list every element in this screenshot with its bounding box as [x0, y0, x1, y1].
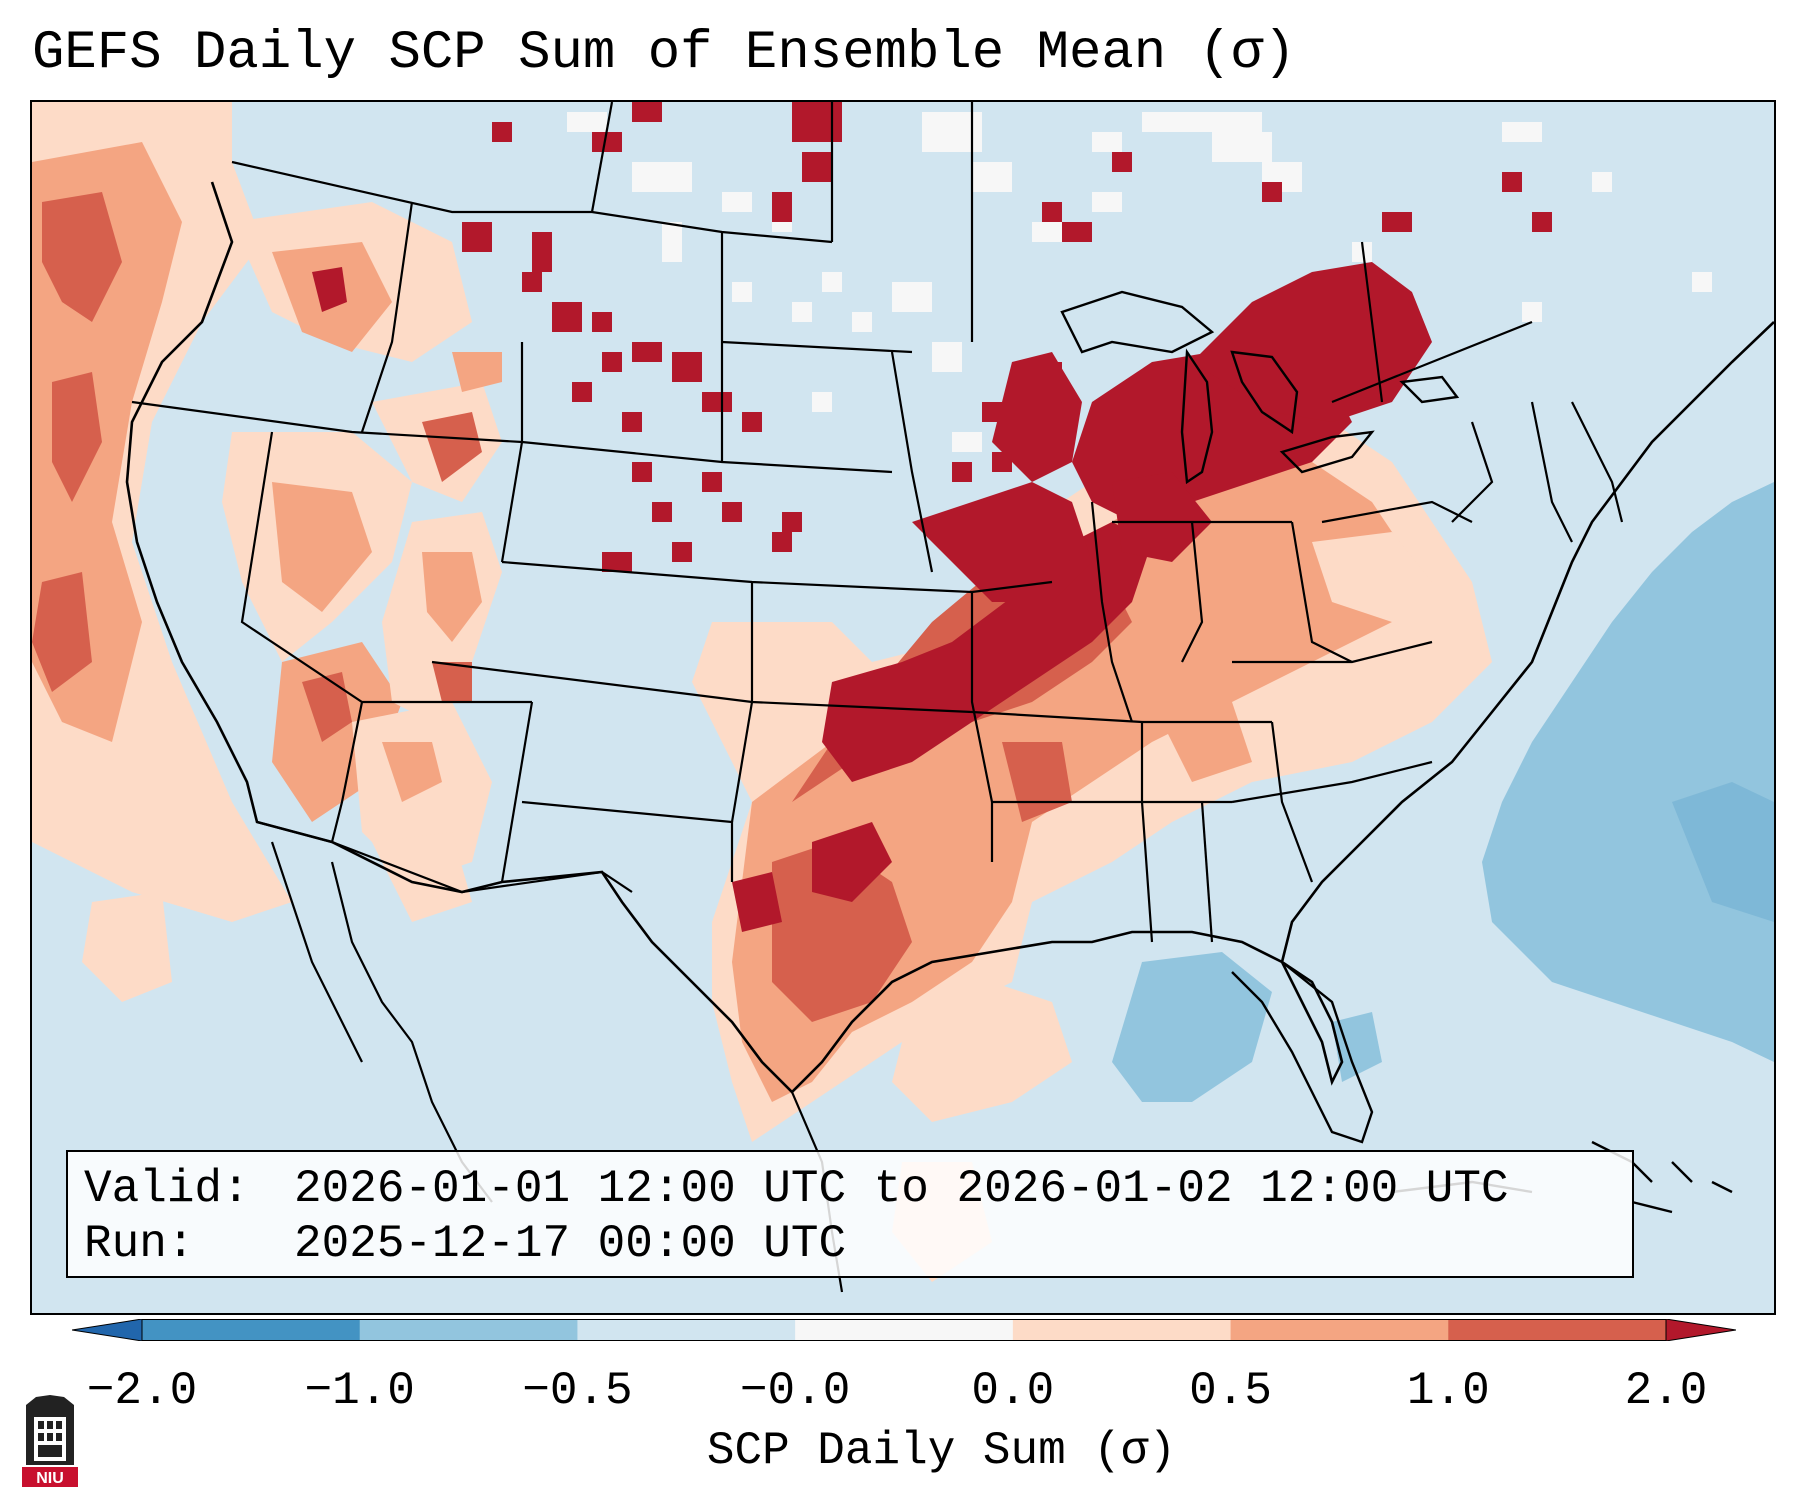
valid-value: 2026-01-01 12:00 UTC to 2026-01-02 12:00… [294, 1163, 1509, 1215]
logo-text: NIU [36, 1470, 64, 1487]
west-positive-anomalies [32, 102, 502, 922]
state-boundaries [131, 102, 1624, 943]
colorbar-tick-label: 1.0 [1406, 1365, 1490, 1417]
conus-outline [125, 181, 1774, 1094]
florida-outline [1231, 961, 1374, 1144]
colorbar-tick-label: −1.0 [304, 1365, 415, 1417]
colorbar-bin [1230, 1319, 1449, 1341]
great-lakes [1060, 290, 1460, 485]
colorbar-border [141, 1319, 1667, 1341]
pacific-south-patch [82, 892, 172, 1002]
colorbar-tick-labels: −2.0 −1.0 −0.5 −0.0 0.0 0.5 1.0 2.0 [0, 1365, 1803, 1417]
central-positive-anomalies [692, 262, 1492, 1142]
atlantic-negative-anomalies [1112, 482, 1774, 1102]
northern-dark-cells [462, 102, 1552, 642]
colorbar-label: SCP Daily Sum (σ) [706, 1425, 1177, 1477]
map-title: GEFS Daily SCP Sum of Ensemble Mean (σ) [32, 23, 1296, 84]
colorbar-high-extension [1665, 1319, 1736, 1341]
colorbar-tick-label: 2.0 [1624, 1365, 1708, 1417]
colorbar-tick-label: −0.5 [522, 1365, 633, 1417]
colorbar [72, 1319, 1736, 1341]
run-value: 2025-12-17 00:00 UTC [294, 1218, 847, 1270]
baja-coast [270, 841, 363, 1063]
colorbar-tick-label: −2.0 [86, 1365, 198, 1417]
validity-info-box: Valid: 2026-01-01 12:00 UTC to 2026-01-0… [66, 1150, 1634, 1278]
colorbar-tick-label: −0.0 [739, 1365, 851, 1417]
map-panel [30, 100, 1776, 1315]
mexico-border [256, 820, 633, 894]
colorbar-bin [795, 1319, 1014, 1341]
colorbar-bin [142, 1319, 361, 1341]
colorbar-tick-label: 0.5 [1189, 1365, 1272, 1417]
colorbar-bin [1448, 1319, 1667, 1341]
colorbar-bin [577, 1319, 796, 1341]
scp-anomaly-map [32, 102, 1774, 1313]
colorbar-low-extension [72, 1319, 143, 1341]
colorbar-bin [359, 1319, 578, 1341]
run-label: Run: [84, 1218, 195, 1270]
valid-row: Valid: 2026-01-01 12:00 UTC to 2026-01-0… [84, 1162, 1632, 1217]
niu-logo-icon: NIU [22, 1395, 78, 1487]
run-row: Run: 2025-12-17 00:00 UTC [84, 1217, 1632, 1272]
gulf-positive-patch [892, 982, 1072, 1122]
colorbar-bin [1012, 1319, 1232, 1341]
valid-label: Valid: [84, 1163, 250, 1215]
colorbar-tick-label: 0.0 [971, 1365, 1055, 1417]
